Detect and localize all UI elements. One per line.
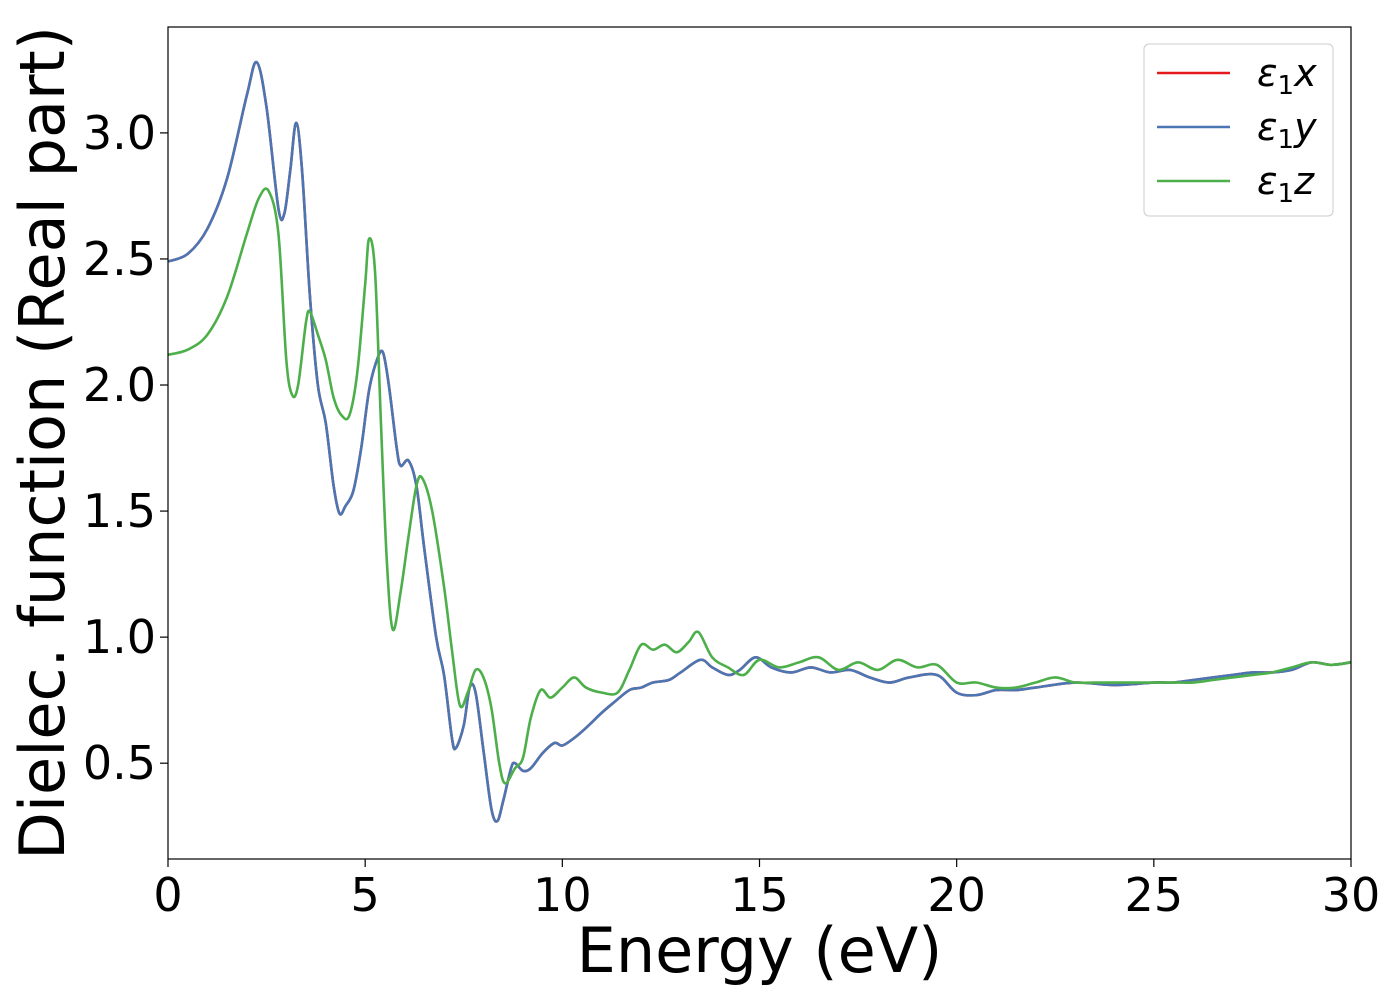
tick-layer: 0 5 10 15 20 25 30 0.5 1.0 1.5 2.0 2.5 3.0	[83, 106, 1380, 922]
legend-label-y: ε1y	[1257, 105, 1317, 155]
x-tick-label: 0	[153, 868, 182, 922]
y-tick-label: 1.5	[83, 484, 156, 538]
legend-label-z: ε1z	[1257, 159, 1315, 209]
x-tick-label: 10	[533, 868, 592, 922]
x-tick-label: 15	[730, 868, 789, 922]
y-tick-label: 2.0	[83, 358, 156, 412]
x-tick-label: 25	[1125, 868, 1184, 922]
y-tick-label: 1.0	[83, 610, 156, 664]
series-line-z	[168, 187, 1351, 785]
x-tick-label: 20	[927, 868, 986, 922]
series-layer	[168, 60, 1351, 823]
legend-box	[1143, 43, 1334, 217]
series-line-y	[168, 60, 1351, 823]
x-tick-label: 30	[1322, 868, 1381, 922]
legend-label-x: ε1x	[1257, 51, 1317, 101]
y-axis-label: Dielec. function (Real part)	[6, 26, 79, 860]
x-axis-label: Energy (eV)	[577, 914, 943, 987]
y-tick-label: 0.5	[83, 736, 156, 790]
y-tick-label: 3.0	[83, 106, 156, 160]
y-tick-label: 2.5	[83, 232, 156, 286]
x-tick-label: 5	[351, 868, 380, 922]
